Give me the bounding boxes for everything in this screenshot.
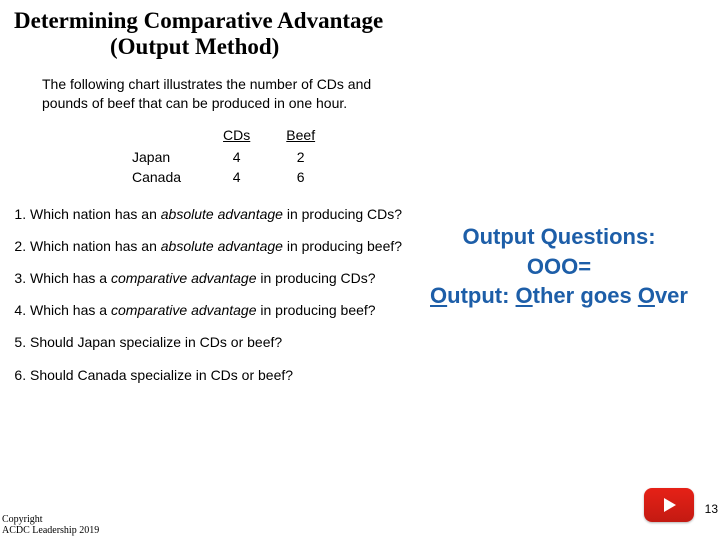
slide-heading: Determining Comparative Advantage (Outpu… xyxy=(0,0,720,61)
callout-line3: Output: Other goes Over xyxy=(404,281,714,311)
mnemonic-callout: Output Questions: OOO= Output: Other goe… xyxy=(404,222,714,311)
q2-text-a: Which nation has an xyxy=(30,238,161,254)
row-canada-cds: 4 xyxy=(205,167,268,187)
q4-text-b: in producing beef? xyxy=(260,302,375,318)
q4-text-a: Which has a xyxy=(30,302,111,318)
copyright-line2: ACDC Leadership 2019 xyxy=(2,525,99,536)
q2-em: absolute advantage xyxy=(161,238,287,254)
row-japan-cds: 4 xyxy=(205,147,268,167)
page-number: 13 xyxy=(705,502,718,516)
row-canada-beef: 6 xyxy=(268,167,333,187)
callout-line2: OOO= xyxy=(404,252,714,282)
q3-em: comparative advantage xyxy=(111,270,260,286)
row-japan-beef: 2 xyxy=(268,147,333,167)
q4-em: comparative advantage xyxy=(111,302,260,318)
q1-em: absolute advantage xyxy=(161,206,287,222)
question-1: Which nation has an absolute advantage i… xyxy=(30,205,450,237)
q3-text-b: in producing CDs? xyxy=(260,270,375,286)
q1-text-a: Which nation has an xyxy=(30,206,161,222)
copyright-notice: Copyright ACDC Leadership 2019 xyxy=(2,514,99,536)
callout-o3: O xyxy=(638,283,655,308)
copyright-line1: Copyright xyxy=(2,514,99,525)
col-cds: CDs xyxy=(205,127,268,147)
row-canada-label: Canada xyxy=(132,167,205,187)
heading-line1: Determining Comparative Advantage xyxy=(14,8,720,34)
row-japan-label: Japan xyxy=(132,147,205,167)
q3-text-a: Which has a xyxy=(30,270,111,286)
callout-line1: Output Questions: xyxy=(404,222,714,252)
table-row: Canada 4 6 xyxy=(132,167,333,187)
callout-utput: utput: xyxy=(447,283,515,308)
play-video-button[interactable] xyxy=(644,488,694,522)
heading-line2: (Output Method) xyxy=(14,34,720,60)
table-row: Japan 4 2 xyxy=(132,147,333,167)
callout-o1: O xyxy=(430,283,447,308)
question-5: Should Japan specialize in CDs or beef? xyxy=(30,333,530,365)
question-2: Which nation has an absolute advantage i… xyxy=(30,237,450,269)
q1-text-b: in producing CDs? xyxy=(287,206,402,222)
q2-text-b: in producing beef? xyxy=(287,238,402,254)
col-beef: Beef xyxy=(268,127,333,147)
callout-o2: O xyxy=(516,283,533,308)
callout-ver: ver xyxy=(655,283,688,308)
question-6: Should Canada specialize in CDs or beef? xyxy=(30,366,530,398)
table-corner xyxy=(132,127,205,147)
intro-text: The following chart illustrates the numb… xyxy=(0,61,420,113)
production-table: CDs Beef Japan 4 2 Canada 4 6 xyxy=(132,127,333,187)
callout-ther: ther goes xyxy=(533,283,638,308)
play-icon xyxy=(660,496,678,514)
